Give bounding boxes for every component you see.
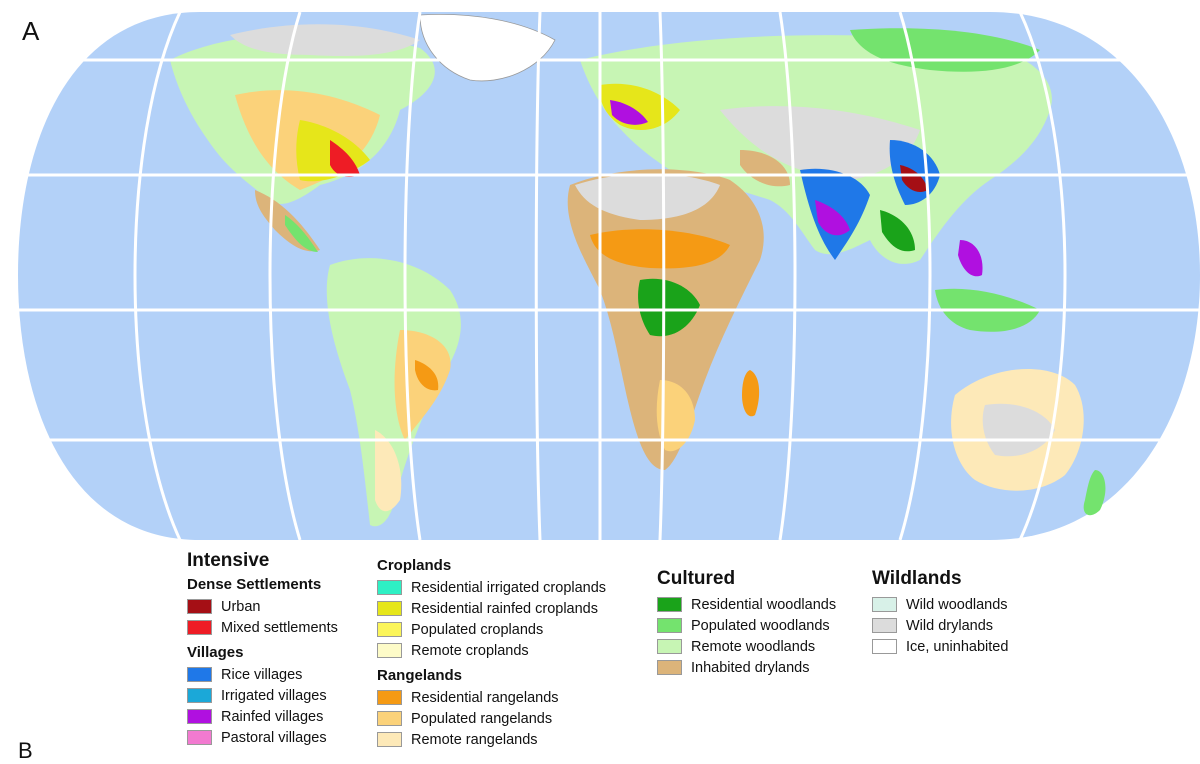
legend-label: Remote rangelands [411, 731, 538, 748]
legend-label: Populated croplands [411, 621, 544, 638]
legend-label: Wild woodlands [906, 596, 1008, 613]
legend-item-urban: Urban [187, 596, 338, 617]
legend-swatch [377, 690, 402, 705]
legend-swatch [872, 639, 897, 654]
legend-item-populated-rangelands: Populated rangelands [377, 708, 606, 729]
legend-label: Wild drylands [906, 617, 994, 634]
legend-item-residential-rainfed-croplands: Residential rainfed croplands [377, 598, 606, 619]
legend-swatch [187, 688, 212, 703]
legend-item-mixed-settlements: Mixed settlements [187, 617, 338, 638]
panel-label: A [22, 16, 40, 46]
legend-swatch [187, 599, 212, 614]
legend-label: Residential rangelands [411, 689, 559, 706]
legend-item-residential-woodlands: Residential woodlands [657, 594, 836, 615]
legend-label: Populated rangelands [411, 710, 553, 727]
legend-swatch [377, 643, 402, 658]
legend-label: Residential rainfed croplands [411, 600, 598, 617]
legend-item-inhabited-drylands: Inhabited drylands [657, 657, 836, 678]
legend-swatch [872, 618, 897, 633]
legend-item-remote-woodlands: Remote woodlands [657, 636, 836, 657]
legend-label: Remote croplands [411, 642, 529, 659]
legend-subheading-dense-settlements: Dense Settlements [187, 576, 322, 593]
landmass-australia [951, 368, 1106, 516]
legend-croplands-rangelands: Croplands Residential irrigated cropland… [377, 555, 606, 750]
legend-swatch [377, 732, 402, 747]
legend-cultured: Cultured Residential woodlands Populated… [657, 568, 836, 678]
legend-heading-cultured: Cultured [657, 568, 736, 589]
legend-swatch [657, 597, 682, 612]
legend-subheading-rangelands: Rangelands [377, 667, 463, 684]
legend-swatch [872, 597, 897, 612]
legend-subheading-villages: Villages [187, 644, 244, 661]
legend-item-residential-rangelands: Residential rangelands [377, 687, 606, 708]
legend-item-rainfed-villages: Rainfed villages [187, 706, 338, 727]
legend-intensive: Intensive Dense Settlements Urban Mixed … [187, 550, 338, 748]
legend-label: Populated woodlands [691, 617, 830, 634]
legend-item-residential-irrigated-croplands: Residential irrigated croplands [377, 577, 606, 598]
legend-label: Residential irrigated croplands [411, 579, 607, 596]
legend-label: Inhabited drylands [691, 659, 810, 676]
legend-wildlands: Wildlands Wild woodlands Wild drylands I… [872, 568, 1008, 657]
legend-item-irrigated-villages: Irrigated villages [187, 685, 338, 706]
legend-heading-intensive: Intensive [187, 550, 270, 571]
legend-swatch [187, 709, 212, 724]
world-anthromes-map [18, 11, 1200, 541]
legend-swatch [657, 660, 682, 675]
legend-swatch [657, 639, 682, 654]
legend-label: Pastoral villages [221, 729, 327, 746]
graticule [18, 11, 1200, 541]
legend-item-wild-woodlands: Wild woodlands [872, 594, 1008, 615]
legend-item-populated-woodlands: Populated woodlands [657, 615, 836, 636]
legend-item-ice-uninhabited: Ice, uninhabited [872, 636, 1008, 657]
legend-item-remote-croplands: Remote croplands [377, 640, 606, 661]
legend-swatch [377, 601, 402, 616]
legend-swatch [657, 618, 682, 633]
legend-label: Remote woodlands [691, 638, 816, 655]
landmass-africa [567, 169, 764, 470]
legend-swatch [377, 622, 402, 637]
legend-label: Ice, uninhabited [906, 638, 1009, 655]
legend-item-pastoral-villages: Pastoral villages [187, 727, 338, 748]
legend-heading-wildlands: Wildlands [872, 568, 962, 589]
legend-subheading-croplands: Croplands [377, 557, 452, 574]
legend-label: Rainfed villages [221, 708, 324, 725]
panel-label-next: B [18, 738, 33, 763]
legend-label: Residential woodlands [691, 596, 837, 613]
legend-label: Irrigated villages [221, 687, 327, 704]
legend-item-remote-rangelands: Remote rangelands [377, 729, 606, 750]
legend-label: Rice villages [221, 666, 303, 683]
landmass-eurasia [580, 28, 1052, 264]
legend-label: Urban [221, 598, 261, 615]
legend-item-rice-villages: Rice villages [187, 664, 338, 685]
legend-swatch [187, 730, 212, 745]
legend-swatch [187, 667, 212, 682]
legend-label: Mixed settlements [221, 619, 338, 636]
legend-swatch [377, 711, 402, 726]
legend-swatch [187, 620, 212, 635]
legend-swatch [377, 580, 402, 595]
legend-item-populated-croplands: Populated croplands [377, 619, 606, 640]
legend-item-wild-drylands: Wild drylands [872, 615, 1008, 636]
